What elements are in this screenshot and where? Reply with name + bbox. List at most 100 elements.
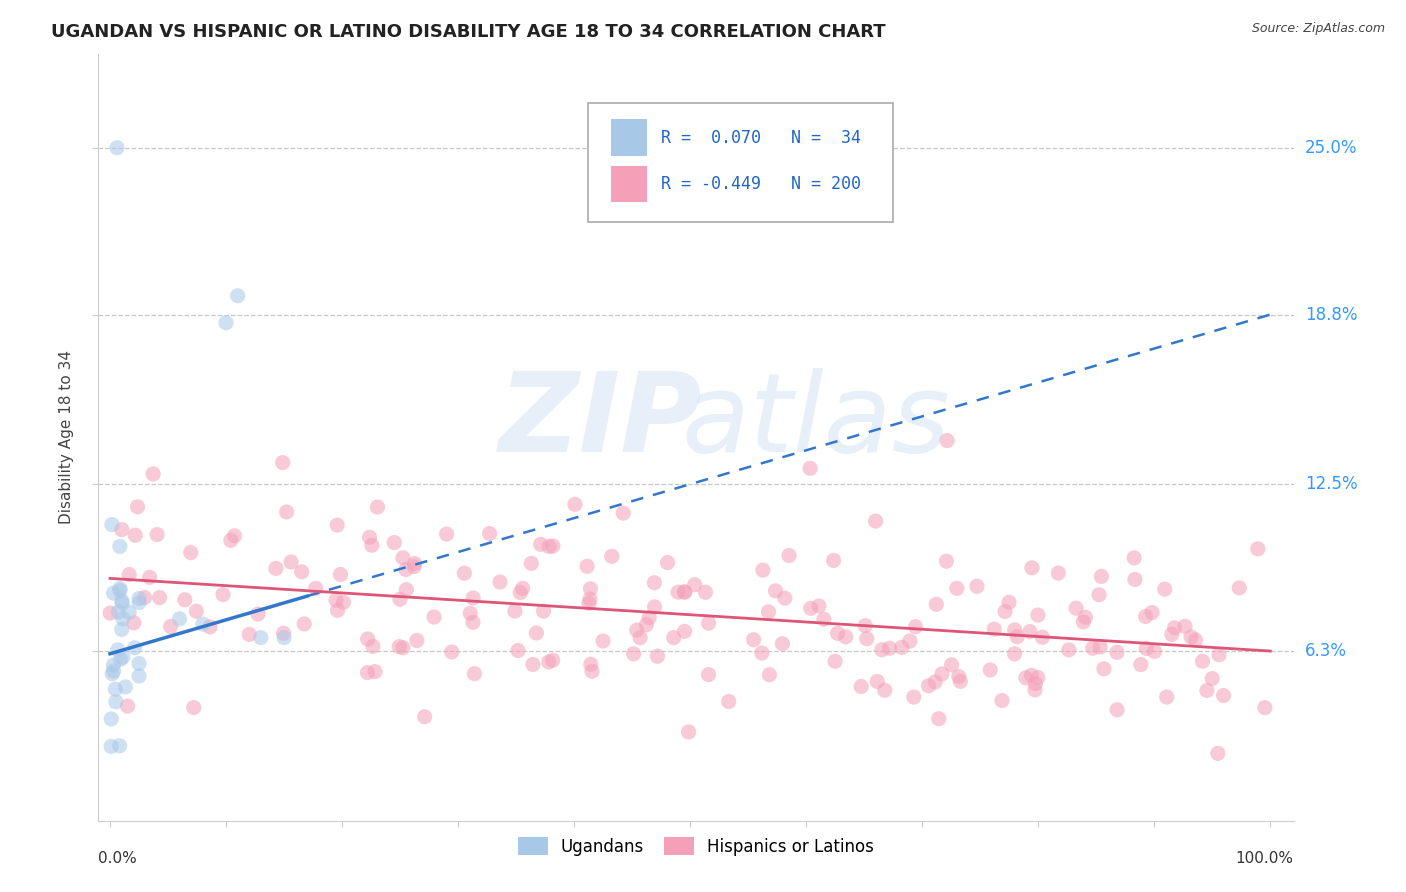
Point bbox=[1143, 644, 1166, 658]
Point bbox=[108, 540, 131, 554]
Point bbox=[332, 595, 354, 609]
Point bbox=[1081, 641, 1104, 656]
Point bbox=[366, 500, 388, 514]
Point bbox=[128, 657, 150, 671]
Point bbox=[142, 467, 165, 481]
Point bbox=[683, 578, 706, 592]
Point bbox=[250, 631, 273, 645]
Point bbox=[395, 562, 418, 576]
Point bbox=[138, 570, 160, 584]
Point bbox=[966, 579, 988, 593]
Text: 25.0%: 25.0% bbox=[1305, 139, 1357, 157]
Text: atlas: atlas bbox=[681, 368, 950, 475]
Point bbox=[395, 582, 418, 597]
Point bbox=[1031, 630, 1053, 644]
Point bbox=[118, 567, 141, 582]
Point bbox=[1004, 623, 1026, 637]
Point bbox=[855, 632, 877, 646]
Point bbox=[111, 623, 134, 637]
Point bbox=[128, 591, 150, 606]
Point bbox=[949, 674, 972, 689]
Point bbox=[361, 640, 384, 654]
Point bbox=[111, 596, 134, 610]
Point bbox=[647, 649, 669, 664]
Point bbox=[440, 645, 463, 659]
Point bbox=[226, 289, 249, 303]
Point bbox=[146, 527, 169, 541]
Point bbox=[1163, 621, 1185, 635]
Point bbox=[813, 612, 835, 626]
Point bbox=[541, 653, 564, 667]
Point bbox=[524, 626, 547, 640]
Point bbox=[931, 667, 953, 681]
Point bbox=[697, 616, 720, 631]
Point bbox=[356, 632, 378, 646]
Point bbox=[903, 690, 925, 704]
Point bbox=[1156, 690, 1178, 704]
Point bbox=[853, 618, 876, 632]
Point bbox=[247, 607, 270, 621]
Point bbox=[592, 634, 614, 648]
Point bbox=[1180, 630, 1202, 644]
Point bbox=[579, 582, 602, 596]
Point bbox=[1123, 550, 1146, 565]
Point bbox=[509, 585, 531, 599]
Point bbox=[628, 631, 651, 645]
Point bbox=[1247, 541, 1270, 556]
Point bbox=[541, 539, 564, 553]
Point bbox=[1191, 654, 1213, 668]
Point bbox=[936, 434, 959, 448]
Point bbox=[890, 640, 912, 655]
Point bbox=[1184, 633, 1206, 648]
Point bbox=[159, 619, 181, 633]
Point bbox=[127, 500, 149, 514]
Point bbox=[108, 739, 131, 753]
Point bbox=[1064, 601, 1087, 615]
Point bbox=[512, 582, 534, 596]
Point bbox=[326, 518, 349, 533]
Point bbox=[1135, 609, 1157, 624]
Point bbox=[994, 605, 1017, 619]
Point bbox=[657, 556, 679, 570]
Point bbox=[1021, 561, 1043, 575]
Point bbox=[626, 623, 648, 637]
Point bbox=[1019, 624, 1042, 639]
Point bbox=[1140, 606, 1163, 620]
Point bbox=[695, 585, 717, 599]
Point bbox=[924, 674, 946, 689]
Point bbox=[461, 615, 484, 630]
Point bbox=[835, 630, 858, 644]
Point bbox=[107, 643, 129, 657]
Point bbox=[1088, 588, 1111, 602]
Point bbox=[1227, 581, 1250, 595]
Point bbox=[128, 669, 150, 683]
Point bbox=[305, 582, 328, 596]
Point bbox=[758, 667, 780, 681]
Point bbox=[111, 523, 134, 537]
Point bbox=[752, 563, 775, 577]
Point bbox=[898, 634, 921, 648]
Point bbox=[638, 611, 661, 625]
Point bbox=[581, 665, 603, 679]
Text: 18.8%: 18.8% bbox=[1305, 306, 1357, 324]
Point bbox=[356, 665, 378, 680]
Point bbox=[1201, 672, 1223, 686]
Point bbox=[1129, 657, 1152, 672]
Point bbox=[291, 565, 314, 579]
Point bbox=[520, 557, 543, 571]
Point bbox=[946, 581, 969, 595]
Point bbox=[742, 632, 765, 647]
Text: UGANDAN VS HISPANIC OR LATINO DISABILITY AGE 18 TO 34 CORRELATION CHART: UGANDAN VS HISPANIC OR LATINO DISABILITY… bbox=[51, 23, 886, 41]
Point bbox=[623, 647, 645, 661]
Point bbox=[461, 591, 484, 605]
Point bbox=[1107, 703, 1129, 717]
Point bbox=[105, 141, 128, 155]
Point bbox=[758, 605, 780, 619]
Point bbox=[673, 624, 696, 639]
Point bbox=[1195, 683, 1218, 698]
Text: ZIP: ZIP bbox=[499, 368, 702, 475]
Point bbox=[180, 546, 202, 560]
Point bbox=[1208, 648, 1230, 662]
Point bbox=[124, 528, 146, 542]
Point bbox=[104, 682, 127, 697]
